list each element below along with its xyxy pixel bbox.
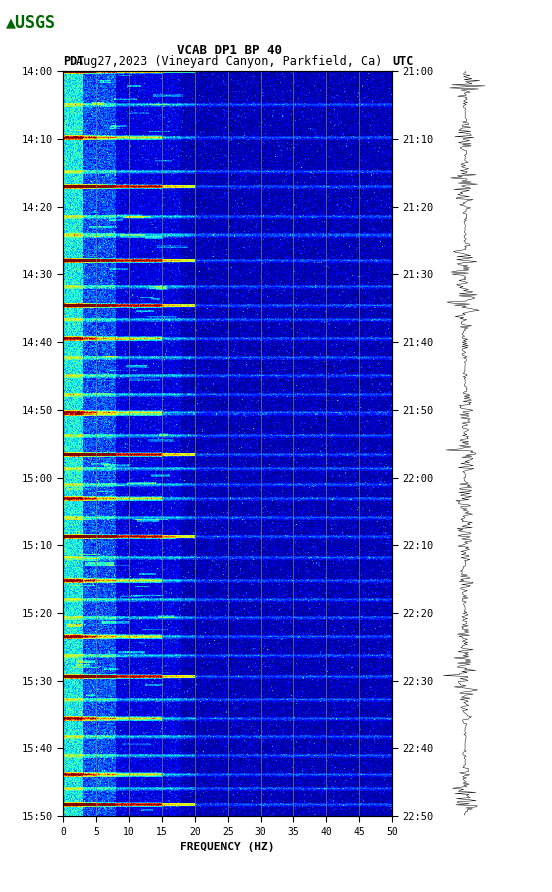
- Text: ▲USGS: ▲USGS: [6, 13, 56, 31]
- Text: PDT: PDT: [63, 54, 85, 68]
- Text: VCAB DP1 BP 40: VCAB DP1 BP 40: [177, 44, 282, 57]
- Text: Aug27,2023 (Vineyard Canyon, Parkfield, Ca): Aug27,2023 (Vineyard Canyon, Parkfield, …: [76, 54, 383, 68]
- Text: UTC: UTC: [392, 54, 413, 68]
- X-axis label: FREQUENCY (HZ): FREQUENCY (HZ): [181, 842, 275, 852]
